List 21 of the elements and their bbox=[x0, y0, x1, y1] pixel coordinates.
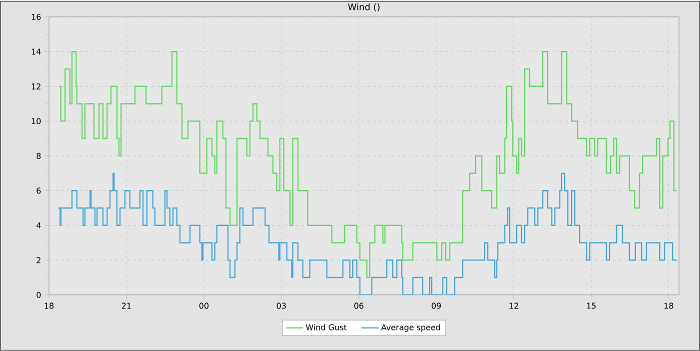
x-tick-label: 00 bbox=[199, 302, 208, 309]
y-tick-label: 14 bbox=[32, 48, 41, 55]
y-tick-label: 8 bbox=[36, 152, 41, 159]
y-tick-label: 0 bbox=[36, 292, 41, 298]
y-tick-label: 6 bbox=[36, 188, 41, 194]
y-tick-label: 12 bbox=[32, 83, 40, 90]
legend-label: Wind Gust bbox=[306, 324, 347, 330]
y-tick-label: 4 bbox=[36, 222, 41, 228]
x-tick-label: 06 bbox=[354, 302, 364, 309]
x-tick-label: 18 bbox=[664, 302, 674, 309]
y-tick-label: 10 bbox=[32, 118, 41, 124]
x-tick-label: 03 bbox=[276, 302, 286, 309]
x-tick-label: 21 bbox=[122, 302, 131, 309]
y-tick-label: 16 bbox=[32, 14, 41, 20]
x-tick-label: 09 bbox=[432, 302, 441, 309]
x-tick-label: 15 bbox=[587, 302, 596, 309]
x-tick-label: 18 bbox=[44, 302, 54, 309]
chart-title: Wind () bbox=[348, 3, 380, 12]
x-tick-label: 12 bbox=[510, 302, 518, 309]
y-tick-label: 2 bbox=[36, 257, 40, 264]
legend-label: Average speed bbox=[381, 324, 440, 332]
